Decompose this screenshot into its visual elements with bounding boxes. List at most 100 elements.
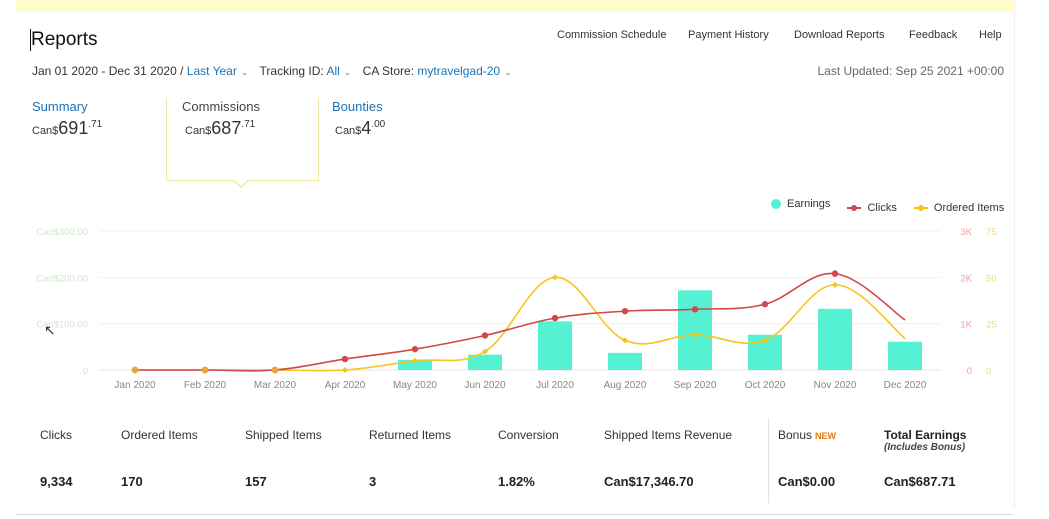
currency-prefix: Can$ <box>335 125 362 137</box>
x-tick-label: Jun 2020 <box>464 380 506 391</box>
x-tick-label: Feb 2020 <box>184 380 227 391</box>
x-tick-label: Dec 2020 <box>884 380 927 391</box>
store-dropdown[interactable]: mytravelgad-20 <box>417 64 501 78</box>
currency-prefix: Can$ <box>32 125 59 137</box>
x-tick-label: Oct 2020 <box>745 380 786 391</box>
legend-clicks[interactable]: Clicks <box>847 202 897 214</box>
ordered-items-point <box>832 281 838 288</box>
ordered-items-point <box>622 337 628 344</box>
clicks-swatch <box>847 205 862 211</box>
tab-bounties[interactable]: Bounties Can$4.00 <box>332 99 385 139</box>
amount-cents: .71 <box>241 119 256 130</box>
earnings-bar <box>468 354 502 370</box>
stat-value: Can$0.00 <box>778 474 836 489</box>
notification-banner <box>16 0 1013 12</box>
tab-commissions[interactable]: Commissions Can$687.71 <box>182 99 260 139</box>
stat-value: 3 <box>369 474 377 489</box>
clicks-point <box>831 270 839 277</box>
total-earnings-label: Total Earnings <box>884 428 967 442</box>
y-left-tick-label: 0 <box>83 366 88 377</box>
zero-point <box>201 366 209 374</box>
nav-feedback[interactable]: Feedback <box>909 29 958 41</box>
ordered-items-point <box>482 348 488 355</box>
earnings-swatch <box>771 199 781 209</box>
earnings-bar <box>538 321 572 370</box>
commissions-amount: Can$687.71 <box>185 118 260 139</box>
y-right-items-tick-label: 0 <box>986 366 991 377</box>
clicks-point <box>481 332 489 339</box>
tab-summary[interactable]: Summary Can$691.71 <box>32 99 102 139</box>
tab-summary-label: Summary <box>32 99 88 114</box>
y-right-clicks-tick-label: 2K <box>960 273 972 284</box>
tab-bounties-label: Bounties <box>332 99 383 114</box>
y-right-items-tick-label: 25 <box>986 320 997 331</box>
y-right-clicks-tick-label: 0 <box>967 366 972 377</box>
bonus-label: Bonus <box>778 428 813 442</box>
stats-divider <box>768 418 769 503</box>
y-left-tick-label: Can$200.00 <box>36 273 88 284</box>
clicks-point <box>691 306 699 313</box>
clicks-line <box>134 272 906 372</box>
callout-arrow-fill <box>233 179 249 186</box>
earnings-bar <box>818 308 852 370</box>
nav-commission-schedule[interactable]: Commission Schedule <box>557 29 667 41</box>
x-tick-label: Jul 2020 <box>536 380 574 391</box>
x-tick-label: Apr 2020 <box>325 380 366 391</box>
stat-label: Total Earnings (Includes Bonus) <box>884 428 966 453</box>
amount-whole: 4 <box>361 118 372 138</box>
chevron-down-icon[interactable]: ⌄ <box>343 67 352 77</box>
right-divider <box>1014 0 1015 508</box>
bottom-divider <box>16 514 1013 515</box>
legend-earnings[interactable]: Earnings <box>771 198 830 210</box>
stat-label: Ordered Items <box>121 428 198 442</box>
ordered-items-point <box>412 357 418 364</box>
store-label: CA Store: <box>362 64 415 78</box>
amount-cents: .71 <box>88 119 103 130</box>
chart-legend: Earnings Clicks Ordered Items <box>757 198 1004 214</box>
stat-label: Clicks <box>40 428 72 442</box>
stat-value: 170 <box>121 474 143 489</box>
stat-value: 157 <box>245 474 267 489</box>
date-range-text: Jan 01 2020 - Dec 31 2020 / <box>32 64 184 78</box>
stat-value: 9,334 <box>40 474 73 489</box>
tracking-id-label: Tracking ID: <box>259 64 324 78</box>
stat-label: Shipped Items Revenue <box>604 428 733 442</box>
earnings-bar <box>888 341 922 370</box>
tracking-id-dropdown[interactable]: All <box>326 64 340 78</box>
stat-value: 1.82% <box>498 474 535 489</box>
x-tick-label: Jan 2020 <box>114 380 156 391</box>
nav-help[interactable]: Help <box>979 29 1002 41</box>
zero-point <box>271 366 279 374</box>
amount-cents: .00 <box>371 119 386 130</box>
clicks-point <box>761 301 769 308</box>
last-updated: Last Updated: Sep 25 2021 +00:00 <box>817 64 1005 78</box>
ordered-items-point <box>762 337 768 344</box>
mouse-pointer-icon: ↖ <box>44 322 56 338</box>
stat-label: Bonus NEW <box>778 428 836 442</box>
filter-bar: Jan 01 2020 - Dec 31 2020 / Last Year ⌄ T… <box>32 64 520 78</box>
earnings-bar <box>398 359 432 370</box>
x-tick-label: Aug 2020 <box>604 380 647 391</box>
earnings-bar <box>608 352 642 370</box>
ordered-swatch <box>913 205 928 211</box>
tab-commissions-label: Commissions <box>182 99 261 114</box>
legend-ordered-label: Ordered Items <box>933 202 1005 214</box>
legend-ordered-items[interactable]: Ordered Items <box>913 202 1005 214</box>
x-tick-label: Sep 2020 <box>674 380 717 391</box>
chevron-down-icon[interactable]: ⌄ <box>504 67 512 77</box>
date-preset-dropdown[interactable]: Last Year <box>186 64 237 78</box>
nav-payment-history[interactable]: Payment History <box>688 29 769 41</box>
earnings-bar <box>678 290 712 370</box>
y-right-items-tick-label: 50 <box>986 273 997 284</box>
total-earnings-sublabel: (Includes Bonus) <box>884 442 966 453</box>
y-left-tick-label: Can$300.00 <box>36 227 88 238</box>
nav-download-reports[interactable]: Download Reports <box>794 29 885 41</box>
text-cursor <box>30 29 31 51</box>
chevron-down-icon[interactable]: ⌄ <box>240 67 249 77</box>
clicks-point <box>551 314 559 322</box>
y-right-clicks-tick-label: 1K <box>960 320 972 331</box>
stat-value: Can$17,346.70 <box>604 474 694 489</box>
x-tick-label: Nov 2020 <box>814 380 857 391</box>
x-tick-label: Mar 2020 <box>254 380 297 391</box>
earnings-chart: 0 0 0 Can$100.00 1K 25 Can$200.00 2K 50 Can$300.0… <box>36 227 997 391</box>
